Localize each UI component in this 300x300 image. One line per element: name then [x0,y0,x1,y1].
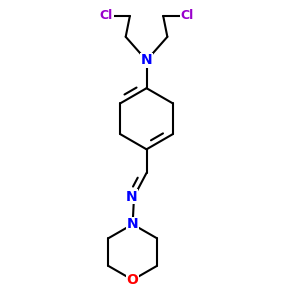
Text: N: N [125,190,137,203]
Text: N: N [127,217,139,231]
Text: N: N [141,53,152,68]
Text: Cl: Cl [180,10,194,22]
Text: O: O [127,273,139,287]
Text: Cl: Cl [100,10,113,22]
